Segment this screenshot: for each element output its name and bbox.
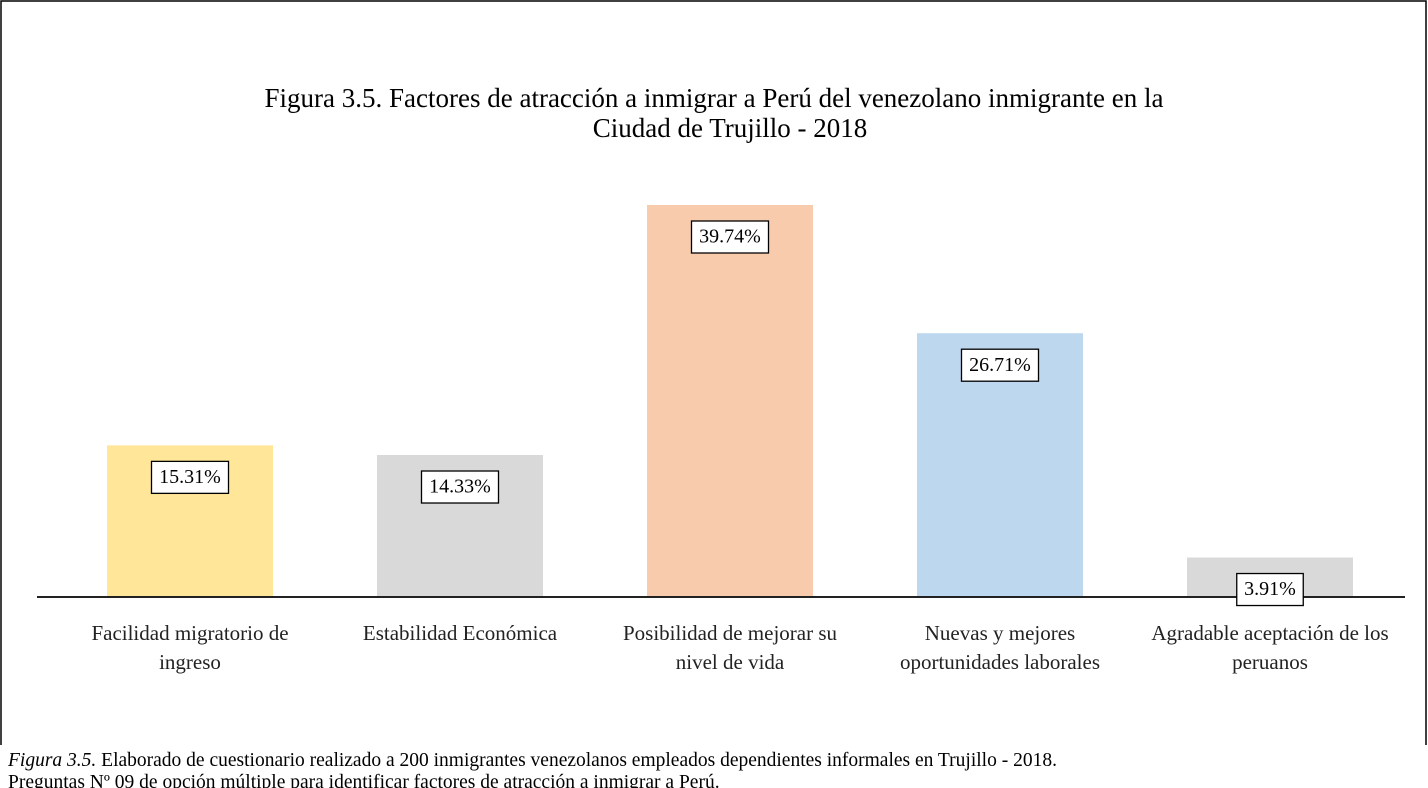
x-tick-label: Agradable aceptación de los peruanos: [1151, 621, 1389, 674]
data-label-box: [420, 470, 500, 504]
x-tick-label: Nuevas y mejores oportunidades laborales: [899, 621, 1101, 674]
data-label-box: [960, 348, 1040, 382]
x-tick-label: Estabilidad Económica: [362, 621, 558, 645]
x-tick-label: Posibilidad de mejorar su nivel de vida: [622, 621, 838, 674]
caption: Figura 3.5. Elaborado de cuestionario re…: [8, 750, 1057, 772]
chart-title: Figura 3.5. Factores de atracción a inmi…: [265, 83, 1164, 113]
data-label: 14.33%: [429, 476, 491, 498]
frame: [0, 0, 1427, 745]
caption-text: Elaborado de cuestionario realizado a 20…: [101, 750, 1057, 771]
caption: Preguntas Nº 09 de opción múltiple para …: [8, 772, 720, 788]
chart-title: Ciudad de Trujillo - 2018: [593, 113, 868, 143]
data-label: 15.31%: [159, 466, 221, 488]
data-label-box: [1236, 572, 1304, 607]
data-label: 3.91%: [1244, 578, 1296, 600]
data-label-box: [690, 220, 770, 254]
data-label-box: [150, 460, 230, 495]
caption-text: Preguntas Nº 09 de opción múltiple para …: [8, 772, 720, 788]
bar: [647, 205, 813, 596]
data-label: 26.71%: [969, 354, 1031, 376]
caption-label: Figura 3.5.: [8, 750, 97, 771]
data-label: 39.74%: [699, 226, 761, 248]
x-tick-label: Facilidad migratorio de ingreso: [91, 621, 289, 674]
